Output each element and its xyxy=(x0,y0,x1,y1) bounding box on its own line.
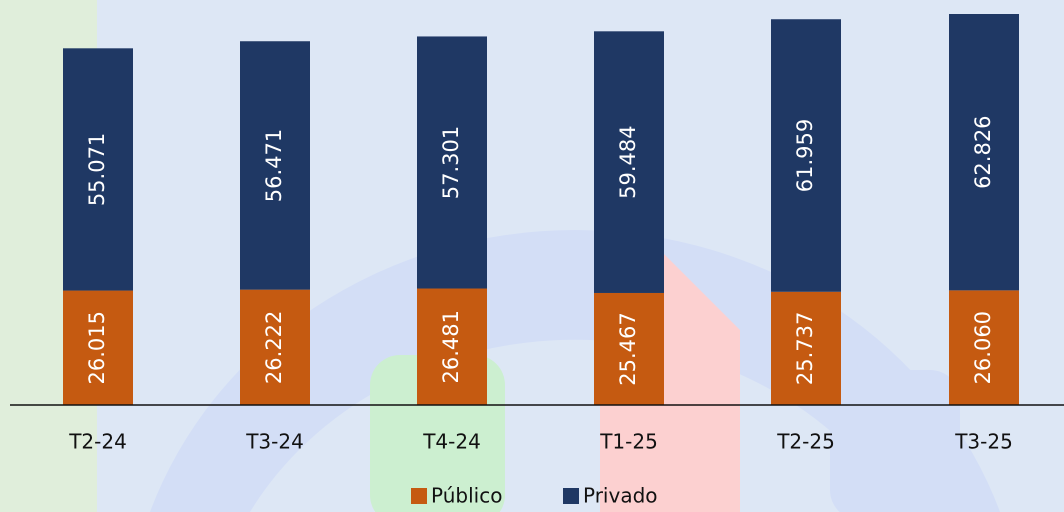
value-label: 55.071 xyxy=(85,133,109,206)
value-label: 26.481 xyxy=(439,310,463,383)
value-label: 25.467 xyxy=(616,312,640,385)
bar-segment xyxy=(594,292,664,405)
bar-segment xyxy=(771,19,841,292)
bar-segment xyxy=(417,288,487,405)
x-tick-label: T1-25 xyxy=(599,430,658,454)
value-label: 56.471 xyxy=(262,129,286,202)
bar-segment xyxy=(771,291,841,405)
legend-swatch xyxy=(411,488,427,504)
bar-segment xyxy=(240,41,310,290)
x-tick-label: T3-25 xyxy=(954,430,1013,454)
bar-segment xyxy=(240,289,310,405)
value-label: 57.301 xyxy=(439,126,463,199)
legend-swatch xyxy=(563,488,579,504)
x-tick-label: T2-24 xyxy=(68,430,127,454)
bar-segment xyxy=(949,14,1019,291)
x-tick-label: T2-25 xyxy=(776,430,835,454)
bar-segment xyxy=(63,48,133,291)
legend-label: Privado xyxy=(583,484,658,508)
value-label: 62.826 xyxy=(971,115,995,188)
value-label: 61.959 xyxy=(793,119,817,192)
value-label: 26.222 xyxy=(262,311,286,384)
value-label: 26.015 xyxy=(85,311,109,384)
value-label: 59.484 xyxy=(616,125,640,198)
value-label: 25.737 xyxy=(793,312,817,385)
bar-segment xyxy=(417,36,487,289)
value-label: 26.060 xyxy=(971,311,995,384)
bar-segment xyxy=(63,290,133,405)
x-tick-label: T3-24 xyxy=(245,430,304,454)
x-tick-label: T4-24 xyxy=(422,430,481,454)
bar-segment xyxy=(949,290,1019,405)
bar-segment xyxy=(594,31,664,293)
legend-label: Público xyxy=(431,484,502,508)
